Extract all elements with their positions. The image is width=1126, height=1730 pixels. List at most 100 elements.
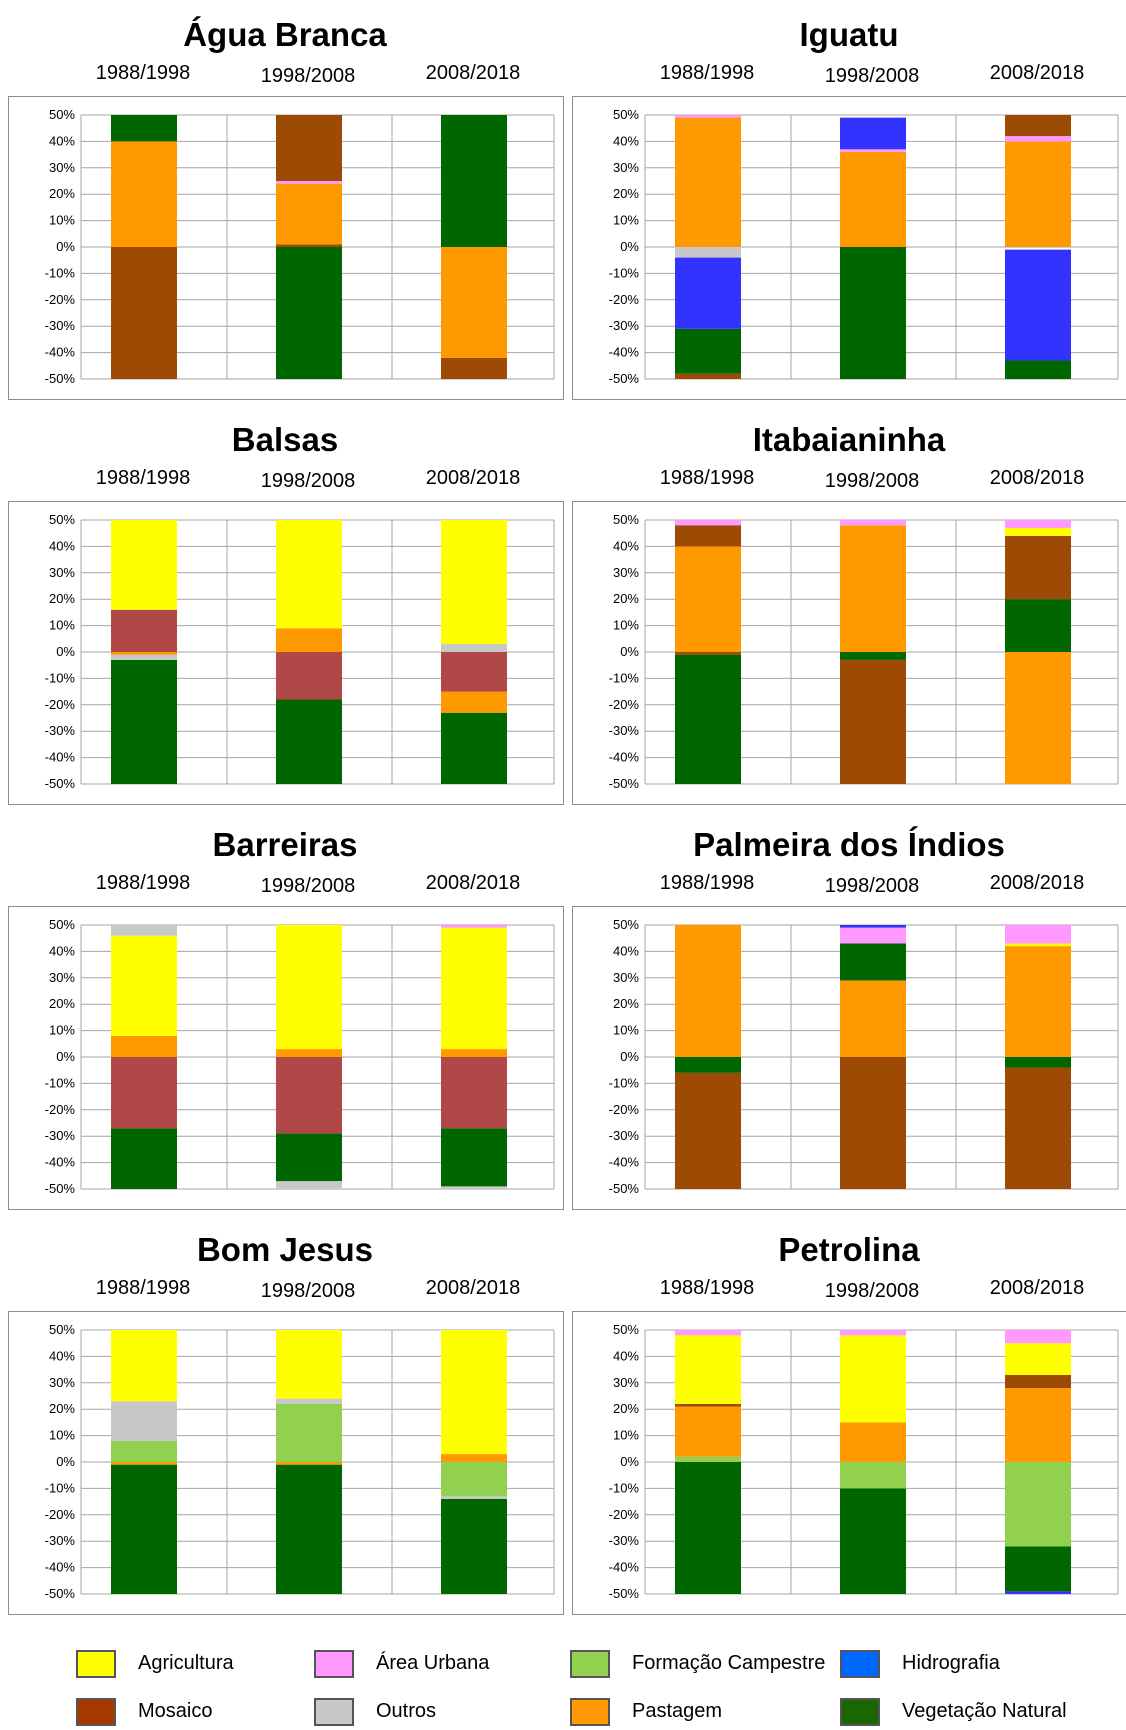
bar-segment <box>276 1057 342 1134</box>
legend-label: Área Urbana <box>376 1652 490 1674</box>
y-tick-label: -50% <box>45 371 76 386</box>
y-tick-label: 40% <box>49 538 75 553</box>
y-tick-label: 40% <box>613 1348 639 1363</box>
y-tick-label: 10% <box>49 618 75 633</box>
y-tick-label: 30% <box>613 565 639 580</box>
legend-swatch <box>570 1650 610 1678</box>
y-tick-label: 0% <box>56 1049 75 1064</box>
y-tick-label: 50% <box>613 107 639 122</box>
bar-segment <box>441 1186 507 1189</box>
period-label: 1998/2008 <box>260 1280 356 1302</box>
y-tick-label: 20% <box>613 591 639 606</box>
y-tick-label: 0% <box>620 644 639 659</box>
y-tick-label: -50% <box>45 1181 76 1196</box>
bar-segment <box>1005 1067 1071 1189</box>
bar-segment <box>840 117 906 150</box>
bar-segment <box>840 659 906 784</box>
bar-segment <box>675 652 741 655</box>
plot-area: -50% -40% -30% -20% -10% 0% 10% 20% 30% 40% 50% <box>572 1311 1126 1615</box>
panel-agua-branca: Água Branca 1988/1998 1998/2008 2008/201… <box>8 0 564 400</box>
y-tick-label: 10% <box>613 1428 639 1443</box>
period-label: 1998/2008 <box>824 65 920 87</box>
plot-area: -50% -40% -30% -20% -10% 0% 10% 20% 30% 40% 50% <box>8 906 564 1210</box>
y-tick-label: -40% <box>45 750 76 765</box>
y-tick-label: -40% <box>45 1560 76 1575</box>
bar-segment <box>675 546 741 652</box>
y-tick-label: -10% <box>609 1075 640 1090</box>
bar-segment <box>840 247 906 379</box>
bar-segment <box>1005 599 1071 652</box>
bar-segment <box>111 652 177 655</box>
y-tick-label: -20% <box>609 1507 640 1522</box>
y-tick-label: 40% <box>613 133 639 148</box>
y-tick-label: -10% <box>45 1075 76 1090</box>
y-tick-label: -40% <box>609 1155 640 1170</box>
bar-segment <box>111 1057 177 1129</box>
legend-label: Hidrografia <box>902 1652 1000 1674</box>
bar-segment <box>276 1330 342 1399</box>
plot-area: -50% -40% -30% -20% -10% 0% 10% 20% 30% 40% 50% <box>8 96 564 400</box>
y-tick-label: 20% <box>49 1401 75 1416</box>
y-tick-label: -30% <box>45 1128 76 1143</box>
bar-segment <box>1005 360 1071 379</box>
bar-segment <box>111 1440 177 1462</box>
bar-segment <box>441 652 507 692</box>
bar-segment <box>675 1330 741 1336</box>
y-tick-label: -50% <box>609 371 640 386</box>
bar-segment <box>675 525 741 547</box>
period-label: 1988/1998 <box>95 1277 191 1299</box>
bar-segment <box>1005 527 1071 536</box>
period-label: 2008/2018 <box>425 467 521 489</box>
period-label: 1988/1998 <box>659 872 755 894</box>
bar-segment <box>111 1401 177 1441</box>
bar-segment <box>675 1072 741 1189</box>
panel-title: Petrolina <box>778 1231 920 1268</box>
bar-segment <box>675 115 741 118</box>
bar-segment <box>276 244 342 247</box>
bar-segment <box>840 520 906 526</box>
y-tick-label: -20% <box>609 292 640 307</box>
y-tick-label: -10% <box>609 265 640 280</box>
bar-segment <box>276 1403 342 1462</box>
period-label: 2008/2018 <box>425 1277 521 1299</box>
bar-segment <box>1005 925 1071 944</box>
bar-segment <box>1005 652 1071 784</box>
y-tick-label: 50% <box>49 107 75 122</box>
y-tick-label: -40% <box>45 345 76 360</box>
bar-segment <box>840 943 906 981</box>
panel-itabaianinha: Itabaianinha 1988/1998 1998/2008 2008/20… <box>572 405 1126 805</box>
bar-segment <box>276 1464 342 1594</box>
y-tick-label: 20% <box>613 996 639 1011</box>
y-tick-label: 0% <box>56 1454 75 1469</box>
bar-segment <box>441 247 507 358</box>
bar-segment <box>111 925 177 936</box>
bar-segment <box>441 925 507 928</box>
chart-svg: -50% -40% -30% -20% -10% 0% 10% 20% 30% 40% 50% <box>609 512 1119 791</box>
chart-svg: -50% -40% -30% -20% -10% 0% 10% 20% 30% 40% 50% <box>45 107 555 386</box>
bar-segment <box>675 328 741 374</box>
y-tick-label: 10% <box>613 618 639 633</box>
bar-segment <box>441 691 507 713</box>
period-label: 2008/2018 <box>989 62 1085 84</box>
bar-segment <box>675 1335 741 1404</box>
y-tick-label: 20% <box>613 1401 639 1416</box>
bar-segment <box>840 1330 906 1336</box>
bar-segment <box>276 652 342 700</box>
y-tick-label: 50% <box>49 1322 75 1337</box>
bar-segment <box>111 935 177 1036</box>
bar-segment <box>276 1462 342 1465</box>
legend-swatch <box>840 1698 880 1726</box>
bar-segment <box>1005 136 1071 142</box>
y-tick-label: 10% <box>613 1023 639 1038</box>
panel-petrolina: Petrolina 1988/1998 1998/2008 2008/2018 … <box>572 1215 1126 1615</box>
period-label: 1998/2008 <box>260 65 356 87</box>
y-tick-label: -50% <box>45 1586 76 1601</box>
bar-segment <box>675 373 741 379</box>
bar-segment <box>675 925 741 1057</box>
bar-segment <box>675 1057 741 1073</box>
legend-label: Outros <box>376 1700 437 1722</box>
y-tick-label: -30% <box>45 1533 76 1548</box>
y-tick-label: 0% <box>620 1049 639 1064</box>
y-tick-label: -10% <box>45 670 76 685</box>
y-tick-label: -30% <box>609 1533 640 1548</box>
